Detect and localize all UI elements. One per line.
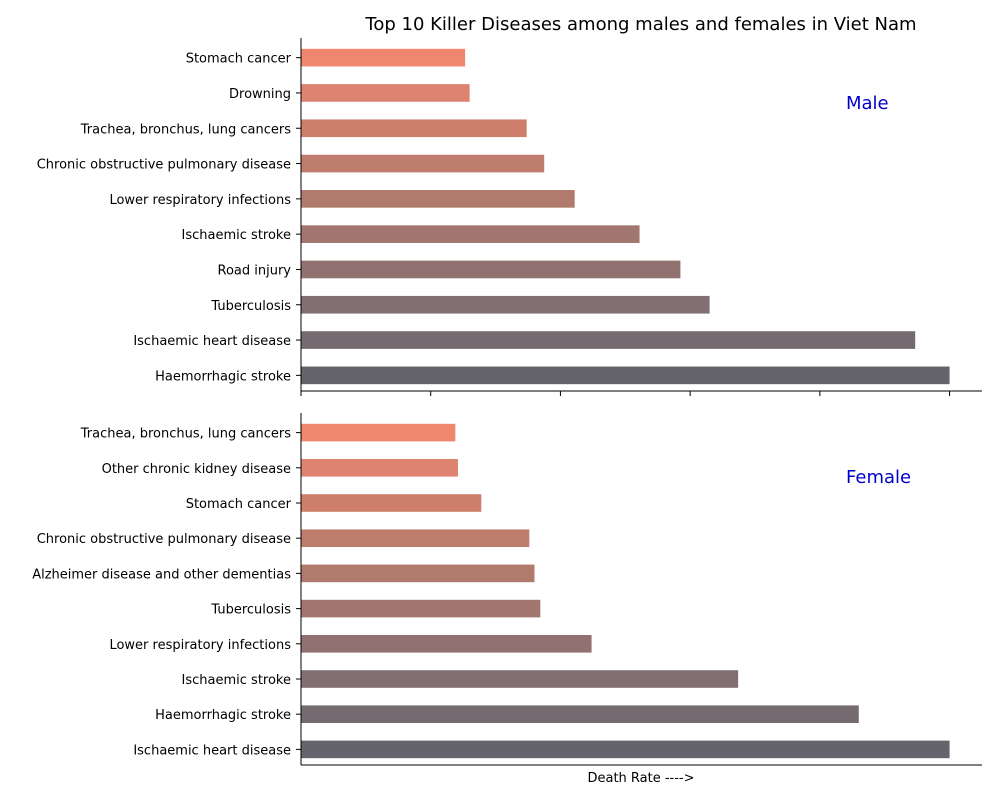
male-bar — [301, 119, 527, 138]
female-panel-label: Female — [846, 467, 911, 488]
female-bar — [301, 494, 482, 512]
female-bar — [301, 740, 950, 759]
male-bar — [301, 260, 681, 279]
female-bar — [301, 459, 458, 477]
male-category-label: Haemorrhagic stroke — [155, 369, 291, 384]
female-category-label: Other chronic kidney disease — [102, 462, 291, 477]
female-category-label: Chronic obstructive pulmonary disease — [37, 532, 291, 547]
x-axis-label: Death Rate ----> — [587, 771, 694, 786]
female-bar — [301, 705, 859, 723]
chart-title: Top 10 Killer Diseases among males and f… — [364, 14, 916, 35]
male-category-label: Ischaemic heart disease — [133, 334, 291, 349]
female-bar — [301, 635, 592, 653]
male-category-label: Trachea, bronchus, lung cancers — [80, 122, 291, 137]
male-bar — [301, 366, 950, 385]
male-bar — [301, 154, 545, 173]
female-bar — [301, 423, 456, 442]
female-category-label: Tuberculosis — [210, 603, 291, 618]
female-category-label: Trachea, bronchus, lung cancers — [80, 427, 291, 442]
female-bar — [301, 599, 541, 618]
female-category-label: Ischaemic heart disease — [133, 743, 291, 758]
female-panel: Ischaemic heart disease Haemorrhagic stro… — [32, 413, 982, 786]
female-bar — [301, 670, 739, 688]
female-category-label: Lower respiratory infections — [109, 638, 291, 653]
male-category-label: Road injury — [218, 263, 292, 278]
male-panel-label: Male — [846, 93, 889, 114]
male-bar — [301, 295, 710, 314]
male-bar — [301, 48, 466, 67]
male-category-label: Stomach cancer — [186, 52, 292, 67]
female-bar — [301, 529, 530, 547]
male-category-label: Lower respiratory infections — [109, 193, 291, 208]
female-category-label: Alzheimer disease and other dementias — [32, 567, 291, 582]
male-bar — [301, 84, 470, 102]
male-category-label: Chronic obstructive pulmonary disease — [37, 158, 291, 173]
male-category-label: Ischaemic stroke — [182, 228, 291, 243]
female-bar — [301, 564, 535, 583]
female-category-label: Ischaemic stroke — [182, 673, 291, 688]
male-panel: Haemorrhagic stroke Ischaemic heart disea… — [37, 38, 982, 396]
female-category-label: Stomach cancer — [186, 497, 292, 512]
male-bar — [301, 331, 916, 349]
female-category-label: Haemorrhagic stroke — [155, 708, 291, 723]
male-bar — [301, 190, 575, 208]
male-category-label: Drowning — [229, 87, 291, 102]
male-bar — [301, 225, 640, 243]
male-category-label: Tuberculosis — [210, 299, 291, 314]
